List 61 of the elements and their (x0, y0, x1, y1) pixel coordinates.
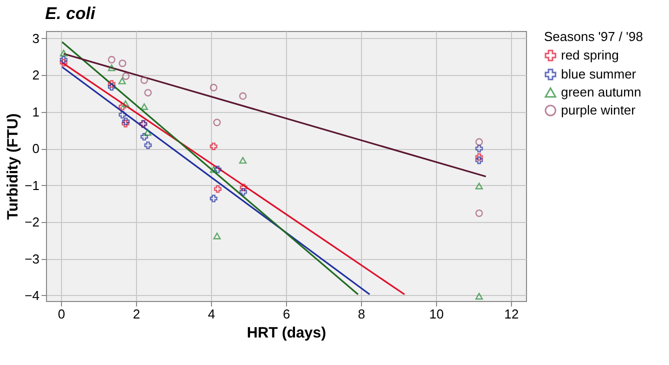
legend-label: green autumn (561, 84, 642, 100)
point (475, 153, 483, 161)
point (108, 64, 116, 72)
x-tick-label: 6 (282, 306, 290, 322)
point (210, 166, 218, 173)
point (213, 118, 221, 126)
point (239, 156, 247, 164)
point (213, 232, 221, 240)
point (118, 60, 126, 68)
point (475, 156, 483, 164)
point (118, 102, 126, 110)
x-tick-label: 12 (504, 306, 519, 322)
point (144, 88, 152, 96)
x-axis-title: HRT (days) (246, 324, 326, 342)
x-tick-label: 2 (132, 306, 140, 322)
legend-label: purple winter (561, 102, 636, 118)
point (475, 144, 483, 152)
y-tick-label: 0 (32, 141, 40, 156)
point (108, 56, 116, 64)
y-tick-label: 3 (32, 30, 40, 46)
y-tick-label: 1 (32, 104, 40, 120)
point (118, 110, 126, 119)
x-tick-label: 4 (208, 306, 216, 322)
point (214, 185, 222, 193)
point (210, 84, 218, 92)
point (210, 194, 218, 202)
chart-title: E. coli (45, 4, 97, 23)
point (239, 92, 247, 100)
point (60, 56, 68, 64)
point (122, 72, 130, 80)
x-tick-label: 0 (58, 306, 66, 322)
y-tick-label: −2 (24, 214, 40, 230)
point (122, 100, 130, 108)
point (239, 188, 248, 196)
point (144, 129, 152, 136)
legend-title: Seasons '97 / '98 (544, 29, 643, 44)
point (60, 50, 68, 56)
point (60, 58, 68, 66)
point (475, 209, 483, 217)
x-tick-label: 10 (429, 306, 444, 322)
point (214, 166, 222, 174)
point (140, 76, 148, 84)
y-tick-label: −3 (24, 251, 40, 266)
point (475, 182, 483, 190)
y-tick-label: −4 (24, 288, 40, 303)
y-tick-label: 2 (32, 68, 40, 83)
legend-label: blue summer (561, 66, 637, 82)
point (240, 184, 248, 192)
point (210, 142, 218, 150)
point (140, 133, 148, 141)
y-axis-title: Turbidity (FTU) (4, 113, 22, 220)
point (144, 141, 152, 150)
x-tick-label: 8 (358, 306, 366, 322)
legend-label: red spring (561, 48, 619, 62)
point (108, 80, 116, 88)
y-tick-label: −1 (24, 178, 40, 193)
point (475, 292, 483, 300)
point (108, 83, 116, 91)
point (118, 78, 126, 84)
point (140, 103, 148, 110)
point (475, 138, 483, 146)
